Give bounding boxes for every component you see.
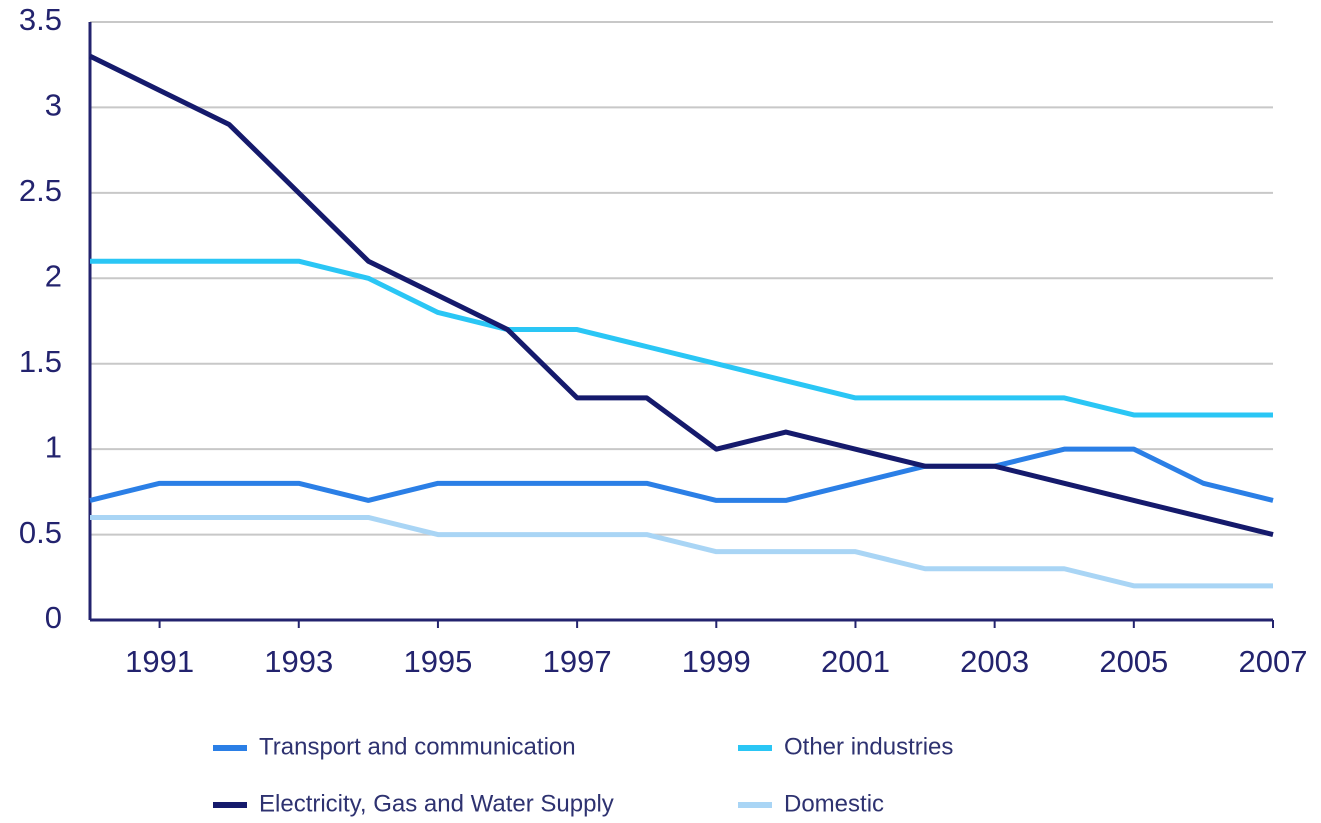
y-tick-label: 1.5: [19, 344, 62, 379]
y-tick-label: 2: [45, 258, 62, 293]
legend-label: Electricity, Gas and Water Supply: [259, 790, 614, 817]
x-tick-label: 1993: [264, 644, 333, 679]
legend-label: Transport and communication: [259, 733, 576, 760]
series-line: [90, 514, 1273, 589]
x-tick-label: 1997: [543, 644, 612, 679]
y-tick-label: 1: [45, 429, 62, 464]
x-tick-label: 2005: [1099, 644, 1168, 679]
x-tick-label: 2007: [1239, 644, 1308, 679]
series-line: [89, 446, 1274, 503]
series-line: [88, 53, 1274, 537]
series-line: [90, 258, 1273, 418]
x-tick-label: 1991: [125, 644, 194, 679]
x-tick-label: 1999: [682, 644, 751, 679]
y-tick-label: 2.5: [19, 173, 62, 208]
legend-label: Other industries: [784, 733, 953, 760]
y-tick-label: 0: [45, 600, 62, 635]
x-tick-label: 1995: [403, 644, 472, 679]
x-tick-label: 2001: [821, 644, 890, 679]
x-tick-label: 2003: [960, 644, 1029, 679]
y-tick-label: 3.5: [19, 2, 62, 37]
legend-label: Domestic: [784, 790, 884, 817]
y-tick-label: 3: [45, 88, 62, 123]
y-tick-label: 0.5: [19, 515, 62, 550]
